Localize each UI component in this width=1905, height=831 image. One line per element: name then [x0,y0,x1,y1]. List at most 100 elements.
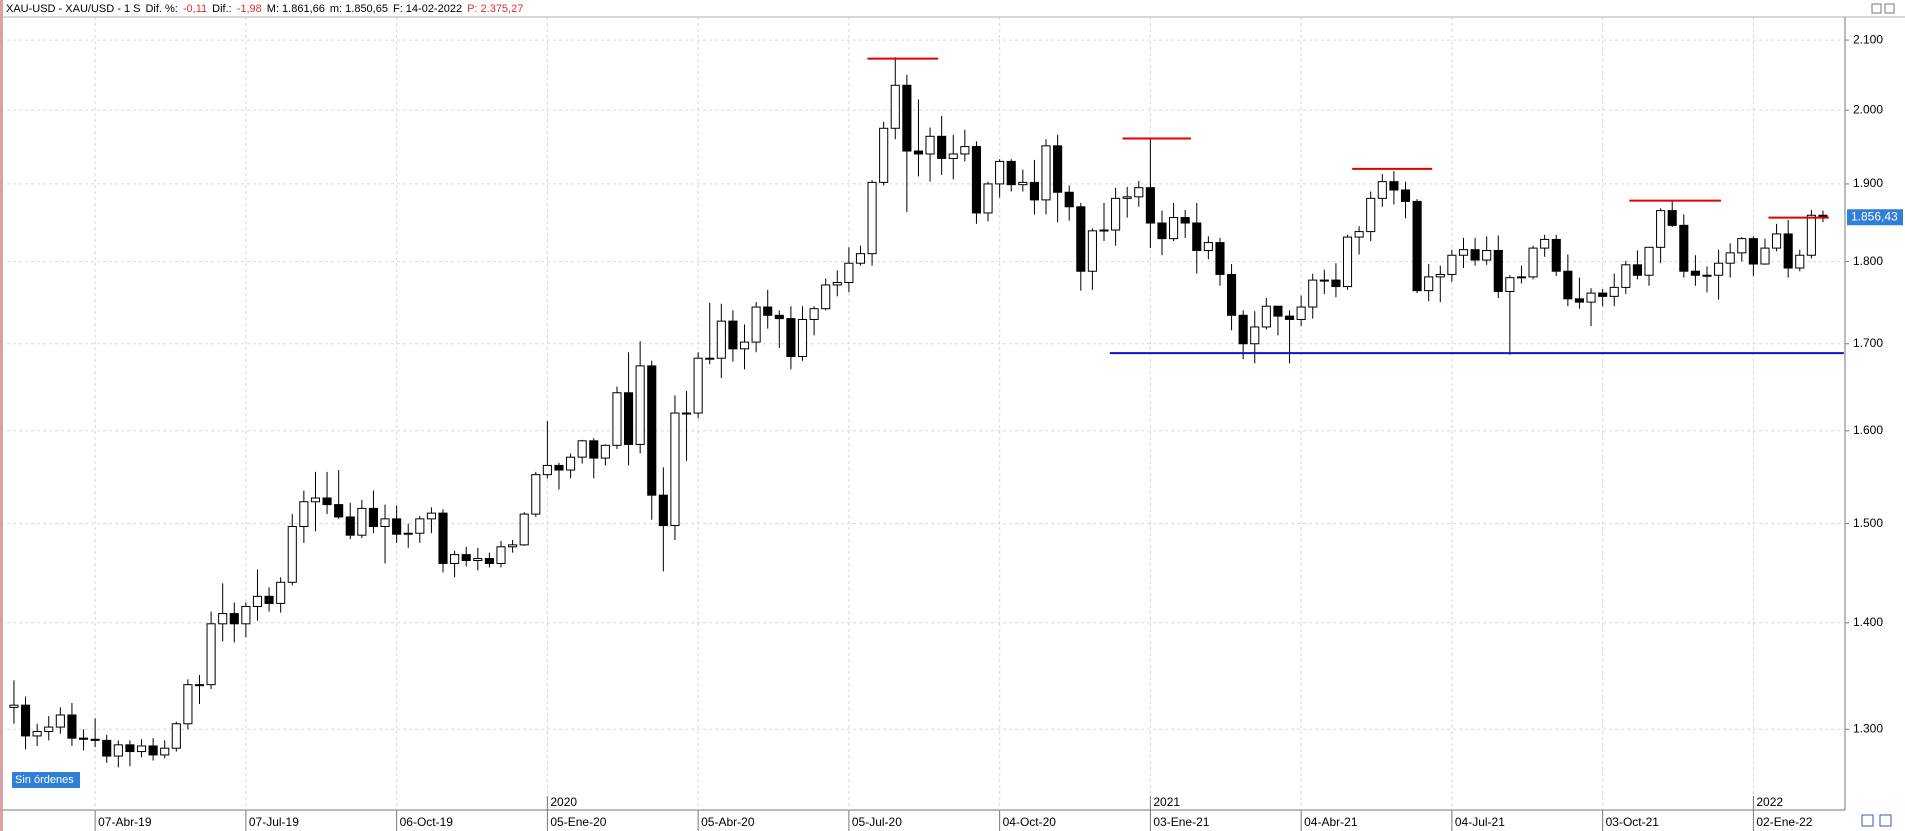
candle-body [1783,233,1793,269]
candle-body [1609,286,1619,297]
header-info: XAU-USD - XAU/USD - 1 S Dif. %: -0,11 Dif.:… [6,3,523,15]
candle-body [473,558,483,562]
candle-body [844,262,854,284]
candle-body [1725,252,1735,264]
candle-body [1215,242,1225,275]
candle-body [461,554,471,562]
candle-body [995,160,1005,185]
x-tick-label: 05-Ene-20 [550,815,606,829]
candle-body [623,392,634,445]
header-part: -1,98 [237,3,262,15]
orders-button[interactable]: Sin órdenes [12,772,80,788]
candle-body [78,737,89,740]
y-tick-label: 1.500 [1853,516,1883,530]
candle-body [1331,279,1341,288]
candle-body [1702,274,1712,277]
candle-body [1551,238,1561,272]
candle-body [1760,247,1770,265]
candle-body [508,544,518,548]
candle-body [879,127,889,183]
candle-body [1064,191,1074,208]
candle-body [1261,305,1271,328]
header-part: F: 14-02-2022 [393,3,462,15]
candle-body [90,738,100,741]
candle-body [566,456,576,471]
candle-body [392,518,402,535]
candle-body [1099,229,1109,232]
candle-body [426,512,436,520]
candle-body [276,581,286,604]
bottom-icons[interactable] [1861,814,1892,827]
y-tick-label: 1.600 [1853,423,1883,437]
candle-body [855,253,866,264]
candle-body [1621,264,1631,288]
header-part: Dif. %: [145,3,177,15]
candle-body [948,153,958,159]
candle-body [484,558,494,564]
candle-body [1134,187,1144,198]
candle-body [9,704,19,708]
candle-body [1435,273,1445,278]
candle-body [438,512,448,564]
header-part: Dif.: [212,3,232,15]
candle-body [786,318,796,357]
candle-body [44,726,54,732]
x-tick-label: 03-Ene-21 [1153,815,1209,829]
candle-body [1806,214,1816,256]
candle-body [415,518,425,534]
candle-body [531,474,541,515]
orders-button-bg[interactable] [12,772,80,788]
candle-body [832,282,842,286]
candle-body [310,497,321,503]
x-tick-label: 03-Oct-21 [1606,815,1660,829]
header-part: P: 2.375,27 [467,3,523,15]
candle-body [102,739,112,757]
candle-body [589,440,599,459]
x-tick-label: 04-Oct-20 [1003,815,1057,829]
candle-body [113,744,123,757]
x-tick-label: 04-Abr-21 [1304,815,1358,829]
candle-body [20,704,31,737]
window-buttons[interactable] [1871,3,1895,14]
save-all-icon[interactable] [1879,814,1892,827]
candle-body [125,744,135,753]
save-icon[interactable] [1861,814,1874,827]
candle-body [1748,238,1758,265]
candle-body [635,365,645,445]
candle-body [612,392,622,446]
candle-body [148,745,158,756]
candle-body [658,494,668,527]
candle-body [1319,279,1329,282]
candle-body [1528,247,1538,278]
candle-body [716,320,726,359]
candle-body [1667,210,1677,226]
year-label: 2022 [1756,795,1783,809]
minimize-button[interactable] [1871,3,1882,14]
candle-body [1006,160,1016,186]
last-price-box [1847,209,1903,226]
candle-body [1354,231,1364,238]
candle-body [902,84,912,152]
candle-body [1111,197,1121,231]
x-tick-label: 02-Ene-22 [1756,815,1812,829]
year-label: 2021 [1153,795,1180,809]
candle-body [1412,200,1422,292]
candle-body [160,747,170,756]
maximize-button[interactable] [1884,3,1895,14]
x-tick-label: 05-Jul-20 [852,815,902,829]
candle-body [797,318,808,357]
candle-body [1424,276,1434,292]
candle-body [252,595,263,607]
candle-body [218,613,228,625]
header-part: -0,11 [183,3,207,15]
candle-body [206,623,216,686]
candle-body [739,341,750,350]
candle-body [693,357,703,414]
y-tick-label: 1.800 [1853,254,1883,268]
last-price-label: 1.856,43 [1851,209,1898,223]
trend-lines [867,57,1844,355]
orders-button-label[interactable]: Sin órdenes [15,774,74,786]
candle-body [1795,254,1805,269]
candle-body [1389,181,1399,191]
